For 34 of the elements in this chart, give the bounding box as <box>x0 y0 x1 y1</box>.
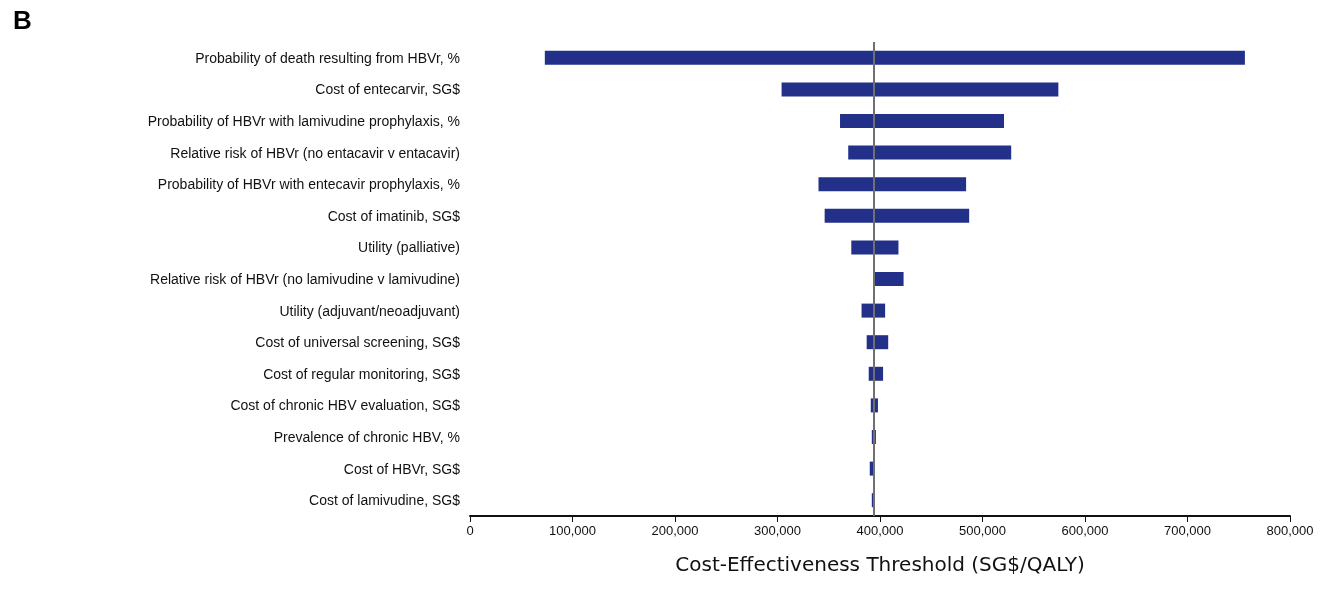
bar <box>840 114 1005 128</box>
x-tick-label: 700,000 <box>1164 523 1211 538</box>
bar <box>824 208 970 223</box>
y-tick-label: Cost of regular monitoring, SG$ <box>263 365 461 382</box>
x-tick-label: 500,000 <box>959 523 1006 538</box>
y-tick-label: Cost of imatinib, SG$ <box>327 207 461 224</box>
y-tick-label: Cost of universal screening, SG$ <box>255 334 461 351</box>
y-tick-label: Cost of HBVr, SG$ <box>343 460 461 477</box>
y-tick-label: Probability of death resulting from HBVr, % <box>195 49 460 66</box>
bar <box>873 272 904 286</box>
y-tick-label: Utility (palliative) <box>358 239 460 256</box>
x-tick-label: 200,000 <box>651 523 699 538</box>
y-tick-label: Prevalence of chronic HBV, % <box>273 429 460 445</box>
y-tick-label: Cost of lamivudine, SG$ <box>309 492 461 509</box>
bar <box>848 145 1012 160</box>
y-tick-label: Relative risk of HBVr (no lamivudine v lamivudine) <box>150 271 460 287</box>
y-tick-label: Relative risk of HBVr (no entacavir v entacavir) <box>170 144 460 161</box>
x-axis-title: Cost-Effectiveness Threshold (SG$/QALY) <box>675 552 1085 576</box>
y-tick-label: Probability of HBVr with lamivudine prophylaxis, % <box>147 113 460 129</box>
bar <box>851 240 899 255</box>
y-tick-label: Utility (adjuvant/neoadjuvant) <box>279 302 460 319</box>
text: B <box>13 5 32 35</box>
y-tick-label: Probability of HBVr with entecavir prophylaxis, % <box>157 176 460 193</box>
bar <box>544 50 1245 65</box>
x-tick-label: 800,000 <box>1266 523 1314 538</box>
x-tick-label: 300,000 <box>754 523 801 538</box>
x-tick-label: 400,000 <box>856 523 904 538</box>
y-tick-label: Cost of chronic HBV evaluation, SG$ <box>230 397 461 414</box>
x-tick-label: 0 <box>466 523 474 538</box>
x-tick-label: 600,000 <box>1061 523 1109 538</box>
bar <box>818 177 967 192</box>
bar <box>781 82 1059 97</box>
x-tick-label: 100,000 <box>549 523 596 538</box>
y-tick-label: Cost of entecarvir, SG$ <box>315 81 461 98</box>
